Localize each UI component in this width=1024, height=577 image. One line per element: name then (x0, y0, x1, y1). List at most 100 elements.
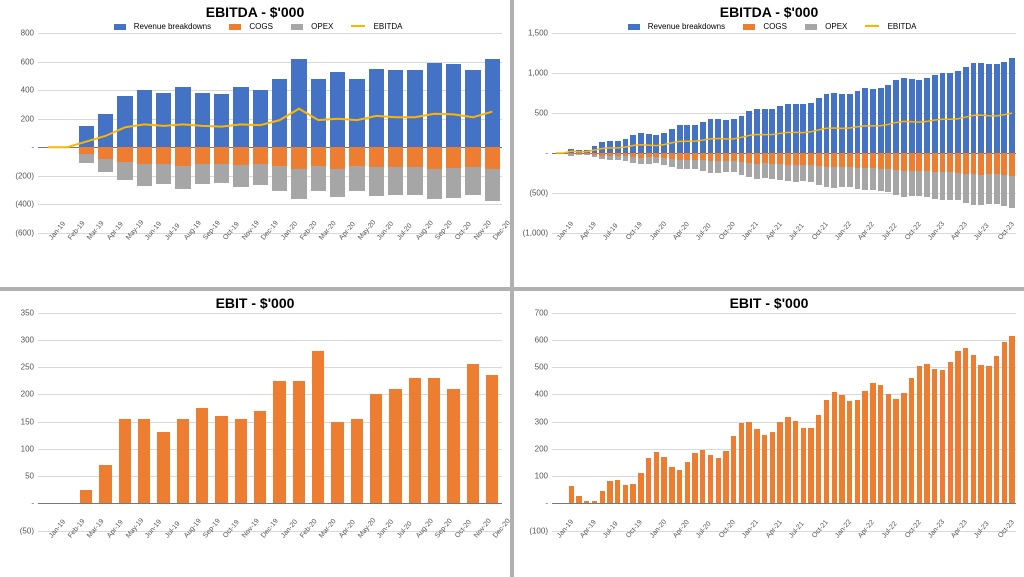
bar-column (946, 313, 954, 531)
legend-item: OPEX (285, 22, 333, 31)
bar-ebit (700, 450, 705, 503)
bar-column (900, 313, 908, 531)
bar-column (761, 313, 769, 531)
bar-ebit (917, 366, 922, 503)
bar-ebit (901, 393, 906, 503)
bar-ebit (293, 381, 305, 504)
bar-column (784, 313, 792, 531)
bar-column (939, 313, 947, 531)
bar-column (154, 313, 173, 531)
legend-item: Revenue breakdowns (108, 22, 212, 31)
bar-ebit (832, 392, 837, 504)
bar-column (815, 313, 823, 531)
bar-column (560, 313, 568, 531)
bar-ebit (486, 375, 498, 503)
y-tick: 150 (21, 417, 34, 426)
bar-ebit (661, 457, 666, 503)
plot-area: (50)-50100150200250300350 (38, 313, 502, 531)
panel-ebit-2yr: EBIT - $'000(50)-50100150200250300350Jan… (0, 291, 510, 577)
bar-ebit (963, 348, 968, 503)
bar-column (722, 313, 730, 531)
bar-column (444, 313, 463, 531)
bar-ebit (924, 364, 929, 503)
bar-ebit (669, 467, 674, 503)
bar-column (792, 313, 800, 531)
bar-column (931, 313, 939, 531)
bar-column (707, 313, 715, 531)
legend-item: COGS (737, 22, 787, 31)
bar-column (954, 313, 962, 531)
y-tick: (400) (15, 200, 34, 209)
bar-column (1008, 313, 1016, 531)
bar-column (567, 313, 575, 531)
plot-area: (600)(400)(200)-200400600800 (38, 33, 502, 233)
legend-swatch (114, 24, 126, 30)
bar-column (776, 313, 784, 531)
bar-column (993, 313, 1001, 531)
bar-ebit (739, 423, 744, 503)
bar-column (614, 313, 622, 531)
bar-column (962, 313, 970, 531)
bar-ebit (948, 362, 953, 503)
bar-ebit (312, 351, 324, 504)
bar-ebit (692, 453, 697, 504)
bar-ebit (932, 369, 937, 504)
bar-column (714, 313, 722, 531)
y-tick: 500 (535, 363, 548, 372)
bar-column (830, 313, 838, 531)
bar-ebit (870, 383, 875, 503)
bar-ebit (654, 452, 659, 503)
bar-column (57, 313, 76, 531)
legend-swatch (351, 25, 365, 27)
y-tick: 1,000 (528, 69, 548, 78)
bar-ebit (447, 389, 459, 503)
bar-column (637, 313, 645, 531)
bar-ebit (847, 401, 852, 503)
bar-ebit (428, 378, 440, 503)
bar-column (838, 313, 846, 531)
chart-title: EBITDA - $'000 (0, 0, 510, 22)
legend-swatch (865, 25, 879, 27)
y-tick: 400 (21, 86, 34, 95)
bar-ebit (770, 432, 775, 504)
bar-column (699, 313, 707, 531)
legend: Revenue breakdowns COGS OPEX EBITDA (0, 22, 510, 33)
bar-column (598, 313, 606, 531)
bar-column (552, 313, 560, 531)
bars (552, 313, 1016, 531)
bar-column (846, 313, 854, 531)
y-tick: (200) (15, 171, 34, 180)
y-tick: (50) (20, 526, 34, 535)
bar-column (854, 313, 862, 531)
bar-column (193, 313, 212, 531)
bar-column (328, 313, 347, 531)
bar-column (77, 313, 96, 531)
bar-ebit (677, 470, 682, 504)
bar-column (753, 313, 761, 531)
bar-ebit (708, 455, 713, 504)
y-tick: 500 (535, 109, 548, 118)
y-tick: - (31, 143, 34, 152)
legend-swatch (743, 24, 755, 30)
bar-ebit (746, 422, 751, 504)
bar-ebit (839, 395, 844, 504)
bar-ebit (389, 389, 401, 503)
bar-ebit (777, 422, 782, 503)
bar-ebit (731, 436, 736, 504)
bar-column (173, 313, 192, 531)
chart-title: EBITDA - $'000 (514, 0, 1024, 22)
plot-area: (1,000)(500)-5001,0001,500 (552, 33, 1016, 233)
bar-column (135, 313, 154, 531)
y-tick: 1,500 (528, 29, 548, 38)
bar-ebit (646, 458, 651, 503)
bar-ebit (994, 356, 999, 503)
y-tick: 700 (535, 308, 548, 317)
bar-ebit (716, 458, 721, 503)
y-tick: 350 (21, 308, 34, 317)
bar-column (769, 313, 777, 531)
y-axis: (50)-50100150200250300350 (2, 313, 36, 531)
bar-column (270, 313, 289, 531)
y-axis: (600)(400)(200)-200400600800 (2, 33, 36, 233)
bar-column (1001, 313, 1009, 531)
bar-ebit (808, 428, 813, 504)
